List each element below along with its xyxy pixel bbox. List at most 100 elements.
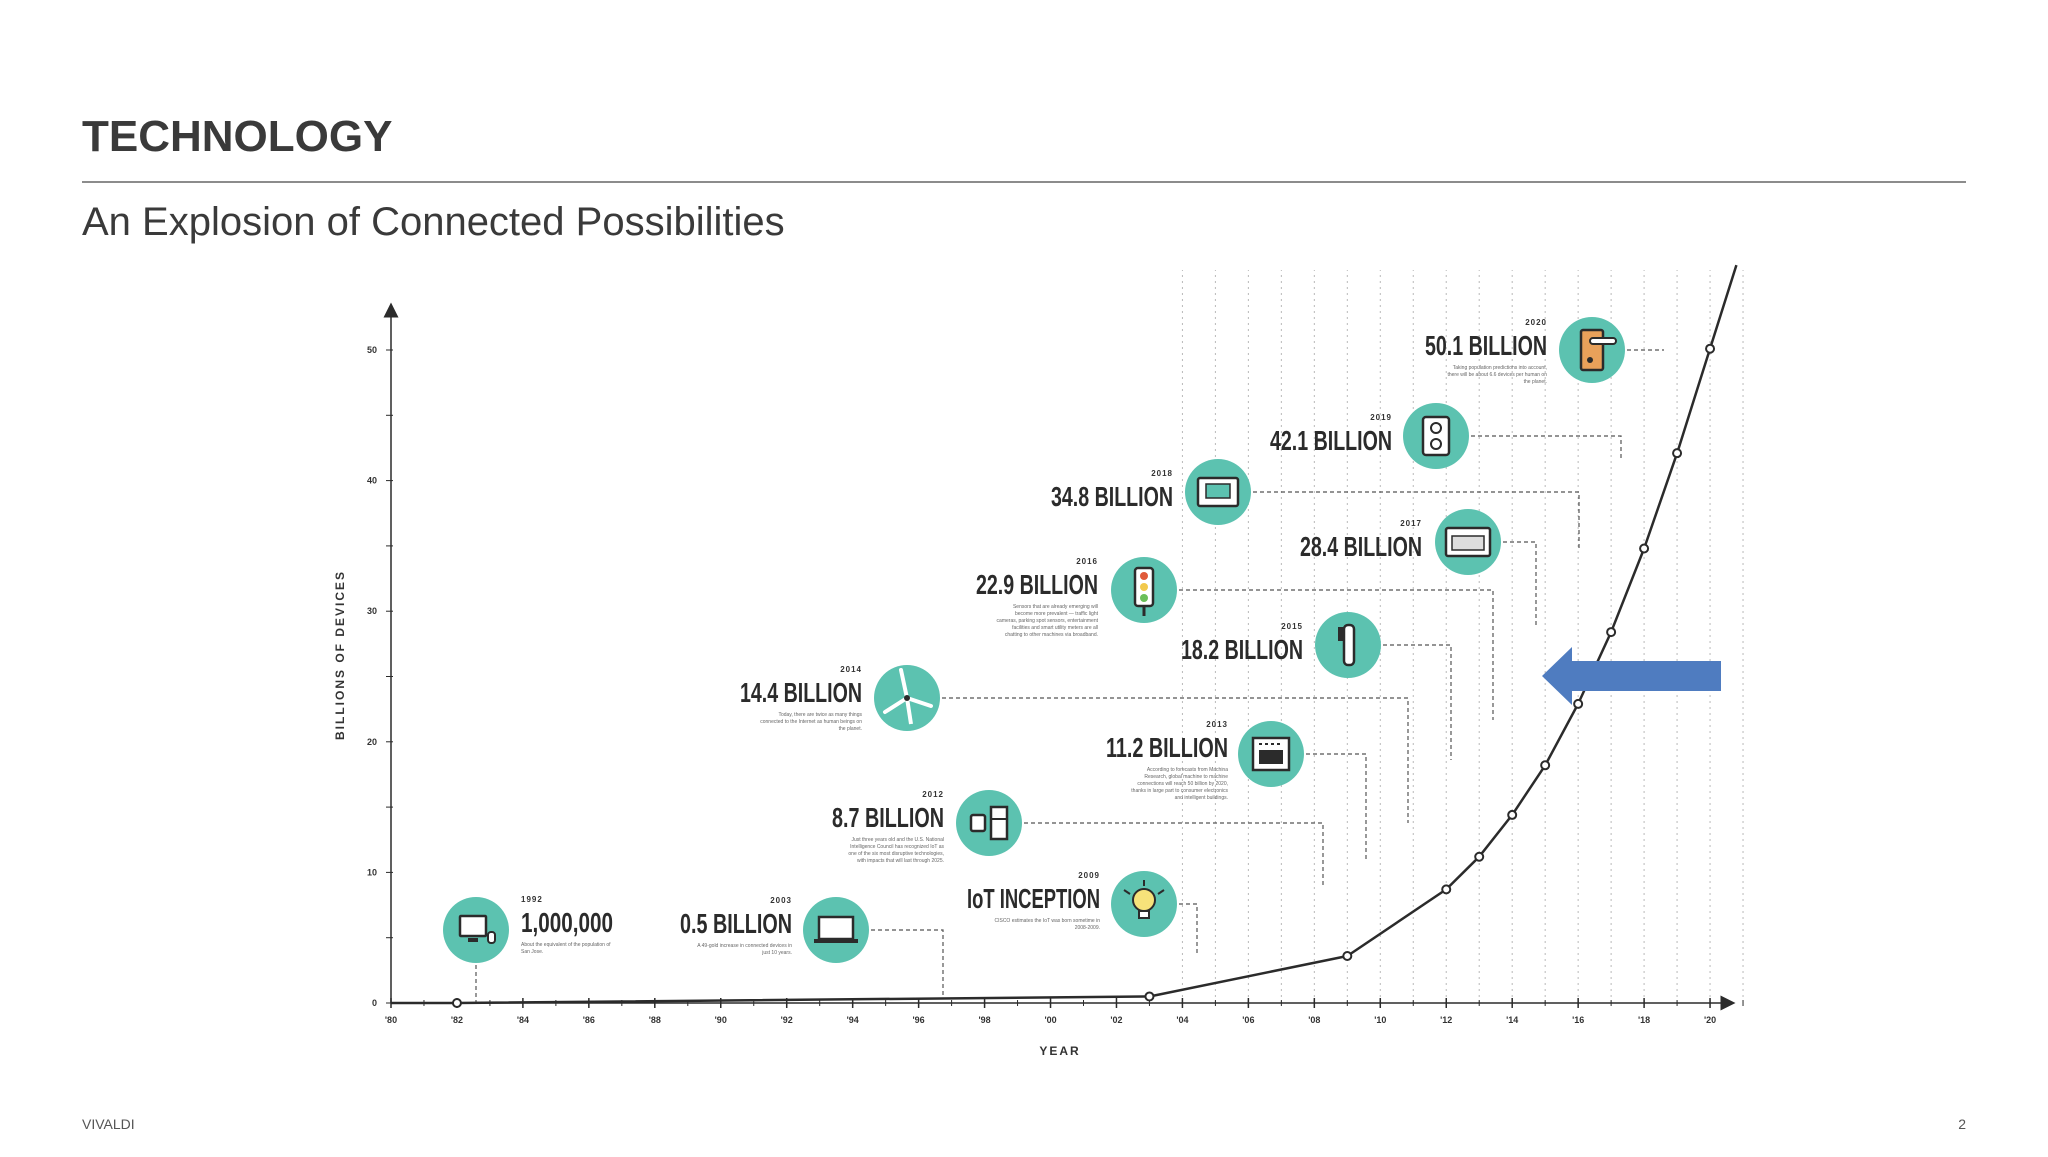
data-point: [1573, 698, 1584, 709]
door-handle-icon: [1579, 328, 1617, 372]
callout-2013: 2013 11.2 BILLION According to forecasts f…: [1106, 720, 1304, 801]
callout-year: 2003: [770, 896, 792, 905]
callout-value: IoT INCEPTION: [967, 883, 1100, 914]
x-tick-label: '06: [1242, 1015, 1254, 1025]
callout-value: 50.1 BILLION: [1425, 330, 1547, 361]
x-tick-label: '20: [1704, 1015, 1716, 1025]
x-tick-label: '90: [715, 1015, 727, 1025]
callout-2015: 2015 18.2 BILLION: [1181, 612, 1381, 678]
data-point: [1639, 543, 1650, 554]
outlet-icon: [1421, 415, 1451, 457]
laptop-icon: [814, 915, 858, 943]
series-line-group: [391, 264, 1738, 1008]
callout-note: Just three years old and the U.S. Nation…: [848, 837, 944, 864]
callout-2017: 2017 28.4 BILLION: [1300, 509, 1501, 575]
callout-year: 2009: [1078, 871, 1100, 880]
callout-year: 2016: [1076, 557, 1098, 566]
x-tick-label: '08: [1308, 1015, 1320, 1025]
appliance-icon: [1444, 526, 1492, 558]
callout-year: 1992: [521, 895, 543, 904]
callout-value: 28.4 BILLION: [1300, 531, 1422, 562]
callout-note: According to forecasts from Machina Resea…: [1131, 767, 1228, 801]
x-tick-label: '18: [1638, 1015, 1650, 1025]
x-tick-label: '88: [649, 1015, 661, 1025]
callout-2020: 2020 50.1 BILLION Taking population predic…: [1425, 317, 1625, 385]
data-point: [1540, 760, 1551, 771]
x-tick-label: '02: [1110, 1015, 1122, 1025]
axis-labels: '80 '82 '84 '86 '88 '90 '92 '94 '96 '98 '00 '02 '04 '…: [333, 345, 1716, 1058]
data-point: [1342, 950, 1353, 961]
y-tick-label: 20: [367, 737, 377, 747]
callout-year: 2015: [1281, 622, 1303, 631]
slide-subtitle: An Explosion of Connected Possibilities: [82, 200, 785, 244]
x-tick-label: '92: [781, 1015, 793, 1025]
callout-2019: 2019 42.1 BILLION: [1270, 403, 1469, 469]
title-divider: [82, 181, 1966, 183]
x-tick-label: '84: [517, 1015, 529, 1025]
callout-note: About the equivalent of the population o…: [521, 942, 611, 955]
callout-note: A 49-gold increase in connected devices …: [697, 943, 792, 956]
callout-2012: 2012 8.7 BILLION Just three years old and …: [832, 790, 1022, 864]
callout-year: 2017: [1400, 519, 1422, 528]
thermostat-icon: [1196, 476, 1240, 508]
data-point: [1474, 851, 1485, 862]
callout-value: 34.8 BILLION: [1051, 481, 1173, 512]
callout-2016: 2016 22.9 BILLION Sensors that are already…: [976, 557, 1177, 638]
data-point: [1672, 448, 1683, 459]
callout-value: 0.5 BILLION: [680, 908, 792, 939]
data-point: [1441, 884, 1452, 895]
callout-value: 22.9 BILLION: [976, 569, 1098, 600]
callout-note: Taking population predictions into accou…: [1447, 365, 1547, 385]
callout-2018: 2018 34.8 BILLION: [1051, 459, 1251, 525]
callout-value: 14.4 BILLION: [740, 677, 862, 708]
x-tick-label: '04: [1176, 1015, 1188, 1025]
x-tick-label: '10: [1374, 1015, 1386, 1025]
callouts: 1992 1,000,000 About the equivalent of the…: [443, 317, 1625, 963]
series-line: [391, 264, 1738, 1005]
data-point: [1606, 627, 1617, 638]
callout-year: 2019: [1370, 413, 1392, 422]
x-tick-label: '98: [978, 1015, 990, 1025]
callout-value: 8.7 BILLION: [832, 802, 944, 833]
x-tick-label: '82: [451, 1015, 463, 1025]
wind-turbine-icon: [883, 668, 933, 725]
callout-value: 11.2 BILLION: [1106, 732, 1228, 763]
oven-icon: [1251, 736, 1291, 772]
x-tick-label: '16: [1572, 1015, 1584, 1025]
callout-value: 42.1 BILLION: [1270, 425, 1392, 456]
callout-2014: 2014 14.4 BILLION Today, there are twice a…: [740, 665, 940, 732]
data-point: [1705, 343, 1716, 354]
callout-note: CISCO estimates the IoT was born sometim…: [994, 918, 1100, 931]
computer-icon: [458, 914, 496, 944]
callout-year: 2013: [1206, 720, 1228, 729]
data-point: [1507, 809, 1518, 820]
y-tick-label: 0: [372, 998, 377, 1008]
lightbulb-icon: [1123, 880, 1165, 919]
callout-2009: 2009 IoT INCEPTION CISCO estimates the IoT…: [967, 871, 1177, 937]
x-tick-label: '94: [847, 1015, 859, 1025]
callout-year: 2018: [1151, 469, 1173, 478]
traffic-light-icon: [1133, 566, 1155, 616]
callout-note: Sensors that are already emerging will be…: [997, 604, 1099, 638]
x-tick-label: '00: [1044, 1015, 1056, 1025]
page-number: 2: [1958, 1116, 1966, 1132]
x-tick-label: '14: [1506, 1015, 1518, 1025]
vertical-gridlines: [1181, 270, 1744, 1003]
callout-value: 18.2 BILLION: [1181, 634, 1303, 665]
y-tick-label: 50: [367, 345, 377, 355]
y-tick-label: 10: [367, 867, 377, 877]
callout-year: 2020: [1525, 318, 1547, 327]
callout-value: 1,000,000: [521, 907, 613, 938]
x-tick-label: '86: [583, 1015, 595, 1025]
footer-brand: VIVALDI: [82, 1116, 135, 1132]
x-tick-label: '80: [385, 1015, 397, 1025]
callout-1992: 1992 1,000,000 About the equivalent of the…: [443, 895, 613, 963]
highlight-arrow-icon: [1542, 647, 1721, 705]
x-axis-title: YEAR: [1039, 1044, 1080, 1058]
x-tick-label: '96: [913, 1015, 925, 1025]
data-point: [1144, 991, 1155, 1002]
x-tick-label: '12: [1440, 1015, 1452, 1025]
toothbrush-icon: [1338, 623, 1356, 667]
